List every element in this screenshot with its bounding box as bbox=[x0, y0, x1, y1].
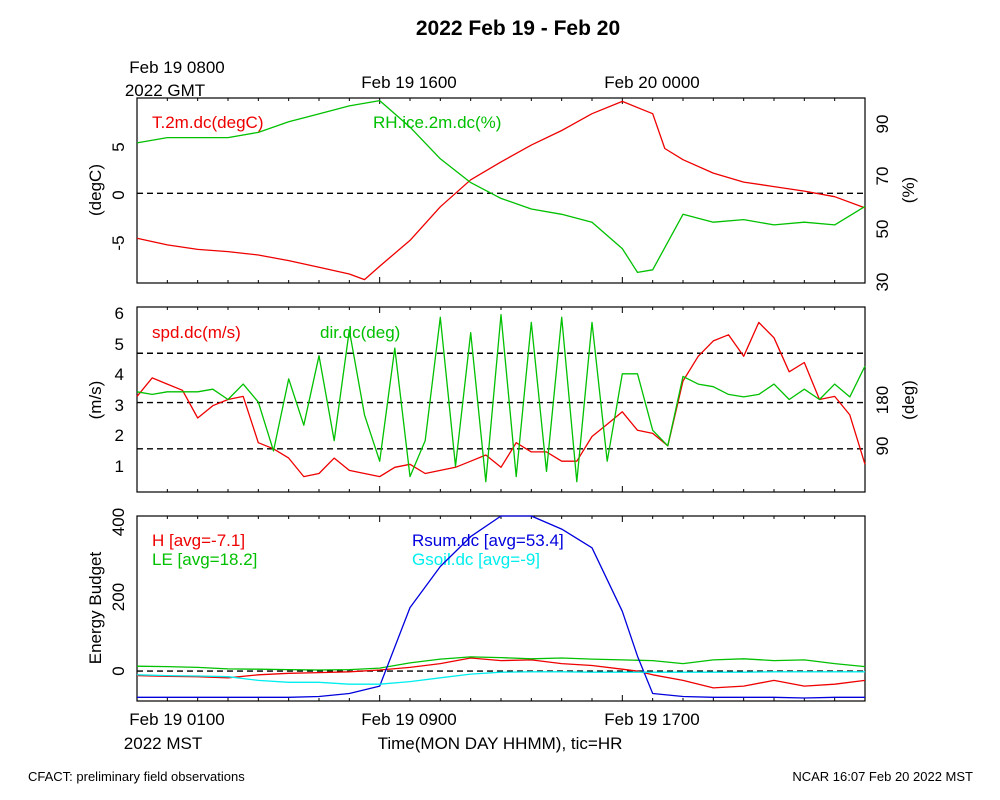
panel1-ytick-left--5: -5 bbox=[109, 235, 128, 250]
series-line-temperature-0 bbox=[136, 100, 866, 281]
panel3-legend-h: H [avg=-7.1] bbox=[152, 531, 245, 550]
bottom-time-labels: Feb 19 0100 2022 MST Feb 19 0900 Feb 19 … bbox=[124, 710, 700, 753]
panel3-ytick-left-200: 200 bbox=[109, 583, 128, 611]
panel-frame-wind bbox=[136, 306, 866, 493]
panel1-legend-t2m: T.2m.dc(degC) bbox=[152, 113, 263, 132]
panel2-legend-spd: spd.dc(m/s) bbox=[152, 323, 241, 342]
footer-right: NCAR 16:07 Feb 20 2022 MST bbox=[792, 769, 973, 784]
panel3-legend-rsum: Rsum.dc [avg=53.4] bbox=[412, 531, 564, 550]
panel2-ytick-left-2: 2 bbox=[115, 426, 124, 445]
panel1-ytick-left-5: 5 bbox=[109, 142, 128, 151]
panel2-ylabel-right: (deg) bbox=[899, 380, 918, 420]
series-line-energy-2 bbox=[137, 515, 865, 699]
bottom-time-label-3: Feb 19 1700 bbox=[604, 710, 699, 729]
panel3-ylabel-left: Energy Budget bbox=[86, 551, 105, 664]
panel2-ytick-left-3: 3 bbox=[115, 396, 124, 415]
panel3-ytick-left-0: 0 bbox=[109, 666, 128, 675]
panel2-legend-dir: dir.dc(deg) bbox=[320, 323, 400, 342]
panel2-ytick-left-4: 4 bbox=[115, 365, 124, 384]
bottom-time-label-2: Feb 19 0900 bbox=[361, 710, 456, 729]
panel2-ytick-right-90: 90 bbox=[873, 437, 892, 456]
panel1-ytick-right-90: 90 bbox=[873, 115, 892, 134]
panel2-ytick-left-1: 1 bbox=[115, 457, 124, 476]
top-time-label-2: Feb 19 1600 bbox=[361, 73, 456, 92]
panel1-ytick-right-30: 30 bbox=[873, 273, 892, 292]
bottom-time-label-1a: Feb 19 0100 bbox=[129, 710, 224, 729]
series-line-wind-0 bbox=[136, 321, 866, 478]
figure-title: 2022 Feb 19 - Feb 20 bbox=[416, 17, 620, 40]
series-line-temperature-1 bbox=[136, 99, 866, 274]
panel1-ytick-right-50: 50 bbox=[873, 220, 892, 239]
panel2-ylabel-left: (m/s) bbox=[86, 381, 105, 420]
footer-left: CFACT: preliminary field observations bbox=[28, 769, 245, 784]
panel1-ytick-left-0: 0 bbox=[109, 190, 128, 199]
series-line-energy-1 bbox=[136, 656, 866, 671]
panel2-ytick-left-5: 5 bbox=[115, 335, 124, 354]
panel3-legend-le: LE [avg=18.2] bbox=[152, 550, 257, 569]
panel1-legend-rh: RH.ice.2m.dc(%) bbox=[373, 113, 501, 132]
top-time-label-3: Feb 20 0000 bbox=[604, 73, 699, 92]
panel2-ytick-left-6: 6 bbox=[115, 304, 124, 323]
panel3-ytick-left-400: 400 bbox=[109, 508, 128, 536]
x-axis-label: Time(MON DAY HHMM), tic=HR bbox=[378, 734, 623, 753]
series-line-energy-3 bbox=[136, 671, 865, 685]
panel3-legend-gsoil: Gsoil.dc [avg=-9] bbox=[412, 550, 540, 569]
top-time-label-1a: Feb 19 0800 bbox=[129, 58, 224, 77]
series-line-energy-0 bbox=[136, 657, 866, 689]
series-line-wind-1 bbox=[136, 314, 866, 483]
bottom-time-label-1b: 2022 MST bbox=[124, 734, 202, 753]
top-time-labels: Feb 19 0800 2022 GMT Feb 19 1600 Feb 20 … bbox=[125, 58, 700, 100]
panel1-ytick-right-70: 70 bbox=[873, 167, 892, 186]
top-time-label-1b: 2022 GMT bbox=[125, 81, 205, 100]
panel1-ylabel-right: (%) bbox=[899, 177, 918, 203]
panel1-ylabel-left: (degC) bbox=[86, 164, 105, 216]
panel2-ytick-right-180: 180 bbox=[873, 386, 892, 414]
plot-layer bbox=[136, 98, 866, 701]
